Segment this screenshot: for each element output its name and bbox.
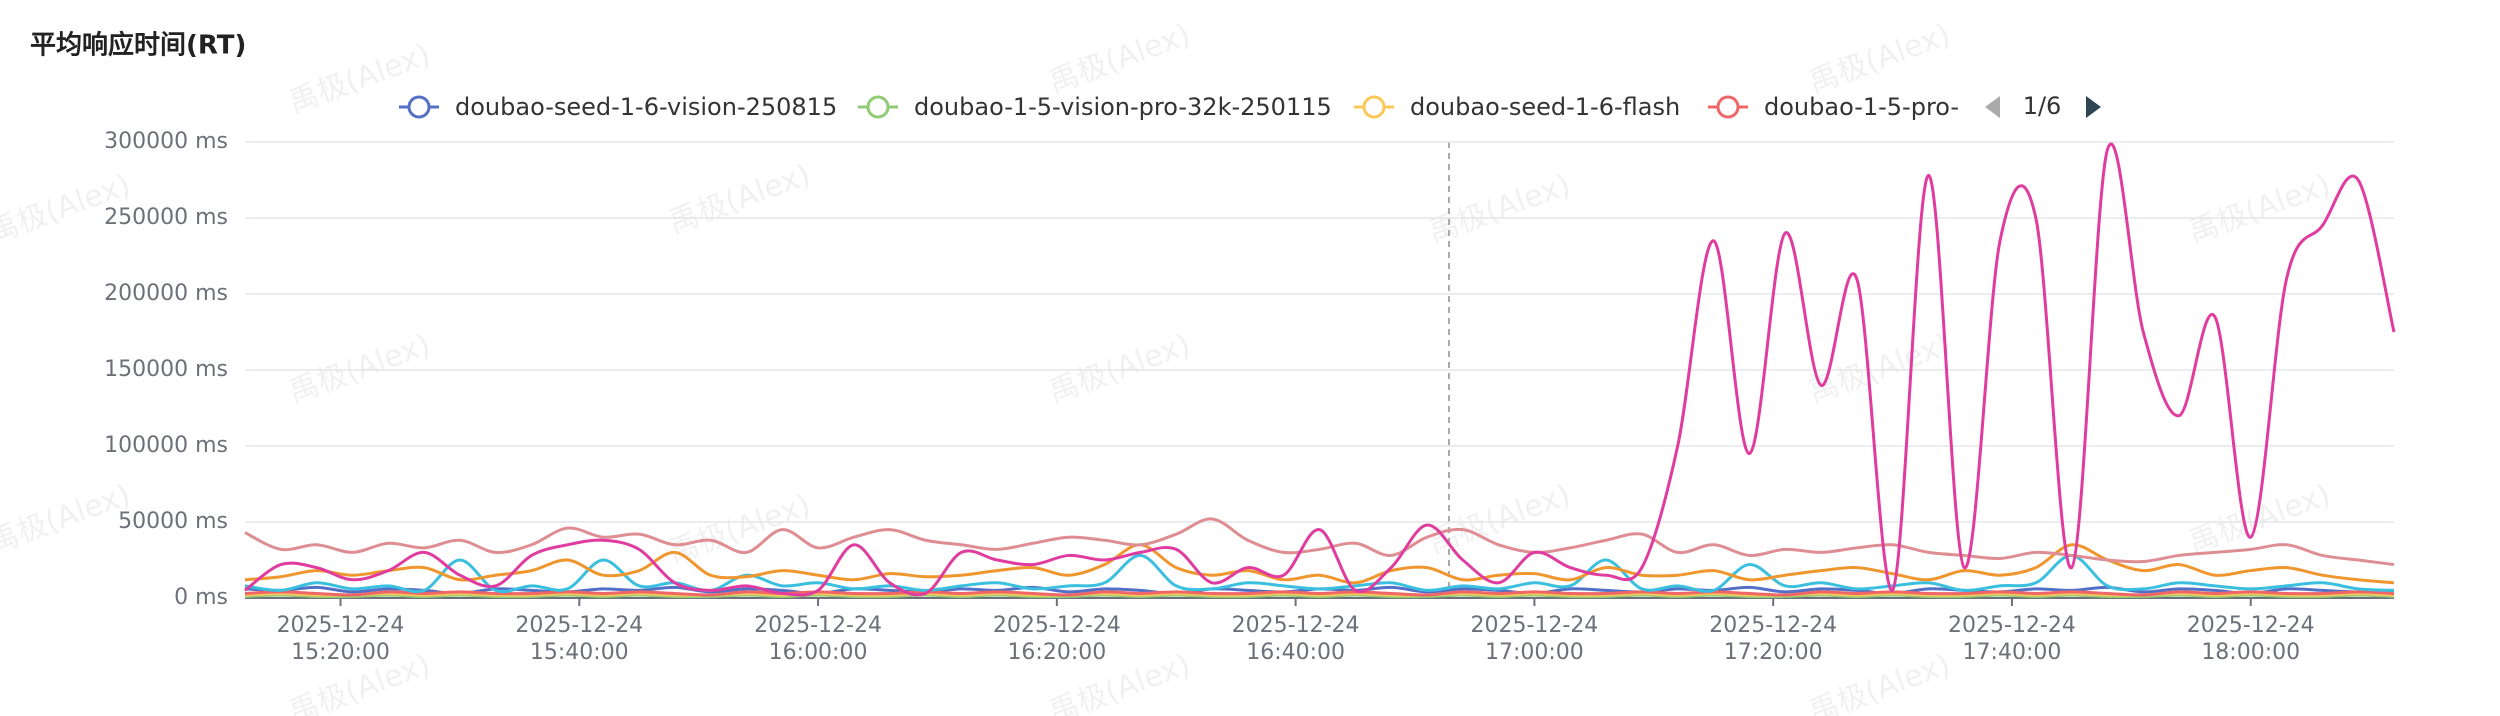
- legend-page: 1/6: [2023, 92, 2062, 120]
- legend-next[interactable]: [2086, 96, 2101, 118]
- watermark: 禹极(Alex): [1424, 477, 1575, 560]
- y-tick-label: 250000 ms: [104, 205, 228, 230]
- watermark: 禹极(Alex): [0, 477, 135, 560]
- series-line: [244, 543, 2395, 585]
- x-tick-label: 2025-12-24 15:40:00: [515, 613, 644, 665]
- series-line: [244, 590, 2395, 597]
- chart-title: 平均响应时间(RT): [30, 30, 246, 61]
- legend-label: doubao-seed-1-6-flash: [1410, 93, 1680, 121]
- series-line: [244, 142, 2396, 597]
- watermark: 禹极(Alex): [1424, 167, 1575, 250]
- watermark: 禹极(Alex): [1044, 327, 1195, 410]
- x-tick-label: 2025-12-24 15:20:00: [276, 613, 405, 665]
- watermark: 禹极(Alex): [664, 157, 815, 240]
- y-tick-label: 300000 ms: [104, 129, 228, 154]
- y-tick-label: 100000 ms: [104, 433, 228, 458]
- legend-prev[interactable]: [1985, 96, 2000, 118]
- series-line: [244, 553, 2395, 594]
- legend-marker: [1716, 95, 1740, 119]
- y-tick-label: 50000 ms: [118, 509, 228, 534]
- legend-label: doubao-seed-1-6-vision-250815: [455, 93, 837, 121]
- legend-marker: [407, 95, 431, 119]
- series-line: [244, 517, 2395, 567]
- x-tick-label: 2025-12-24 17:40:00: [1948, 613, 2076, 665]
- y-tick-label: 150000 ms: [104, 357, 228, 382]
- x-tick-label: 2025-12-24 18:00:00: [2186, 613, 2315, 665]
- x-tick-label: 2025-12-24 17:20:00: [1709, 613, 1838, 665]
- x-tick-label: 2025-12-24 16:40:00: [1231, 613, 1360, 665]
- watermark: 禹极(Alex): [2184, 167, 2335, 250]
- x-tick-label: 2025-12-24 16:00:00: [754, 613, 882, 665]
- series-line: [244, 591, 2395, 597]
- watermark: 禹极(Alex): [284, 327, 435, 410]
- legend-label: doubao-1-5-vision-pro-32k-250115: [914, 93, 1332, 121]
- y-tick-label: 0 ms: [174, 585, 228, 610]
- legend-marker: [1362, 95, 1386, 119]
- watermark: 禹极(Alex): [1804, 327, 1955, 410]
- watermark: 禹极(Alex): [1044, 17, 1195, 100]
- legend-marker: [866, 95, 890, 119]
- x-tick-label: 2025-12-24 16:20:00: [992, 613, 1121, 665]
- y-tick-label: 200000 ms: [104, 281, 228, 306]
- legend-label: doubao-1-5-pro-: [1764, 93, 1959, 121]
- watermark: 禹极(Alex): [1804, 17, 1955, 100]
- x-tick-label: 2025-12-24 17:00:00: [1470, 613, 1599, 665]
- series-line: [244, 593, 2395, 599]
